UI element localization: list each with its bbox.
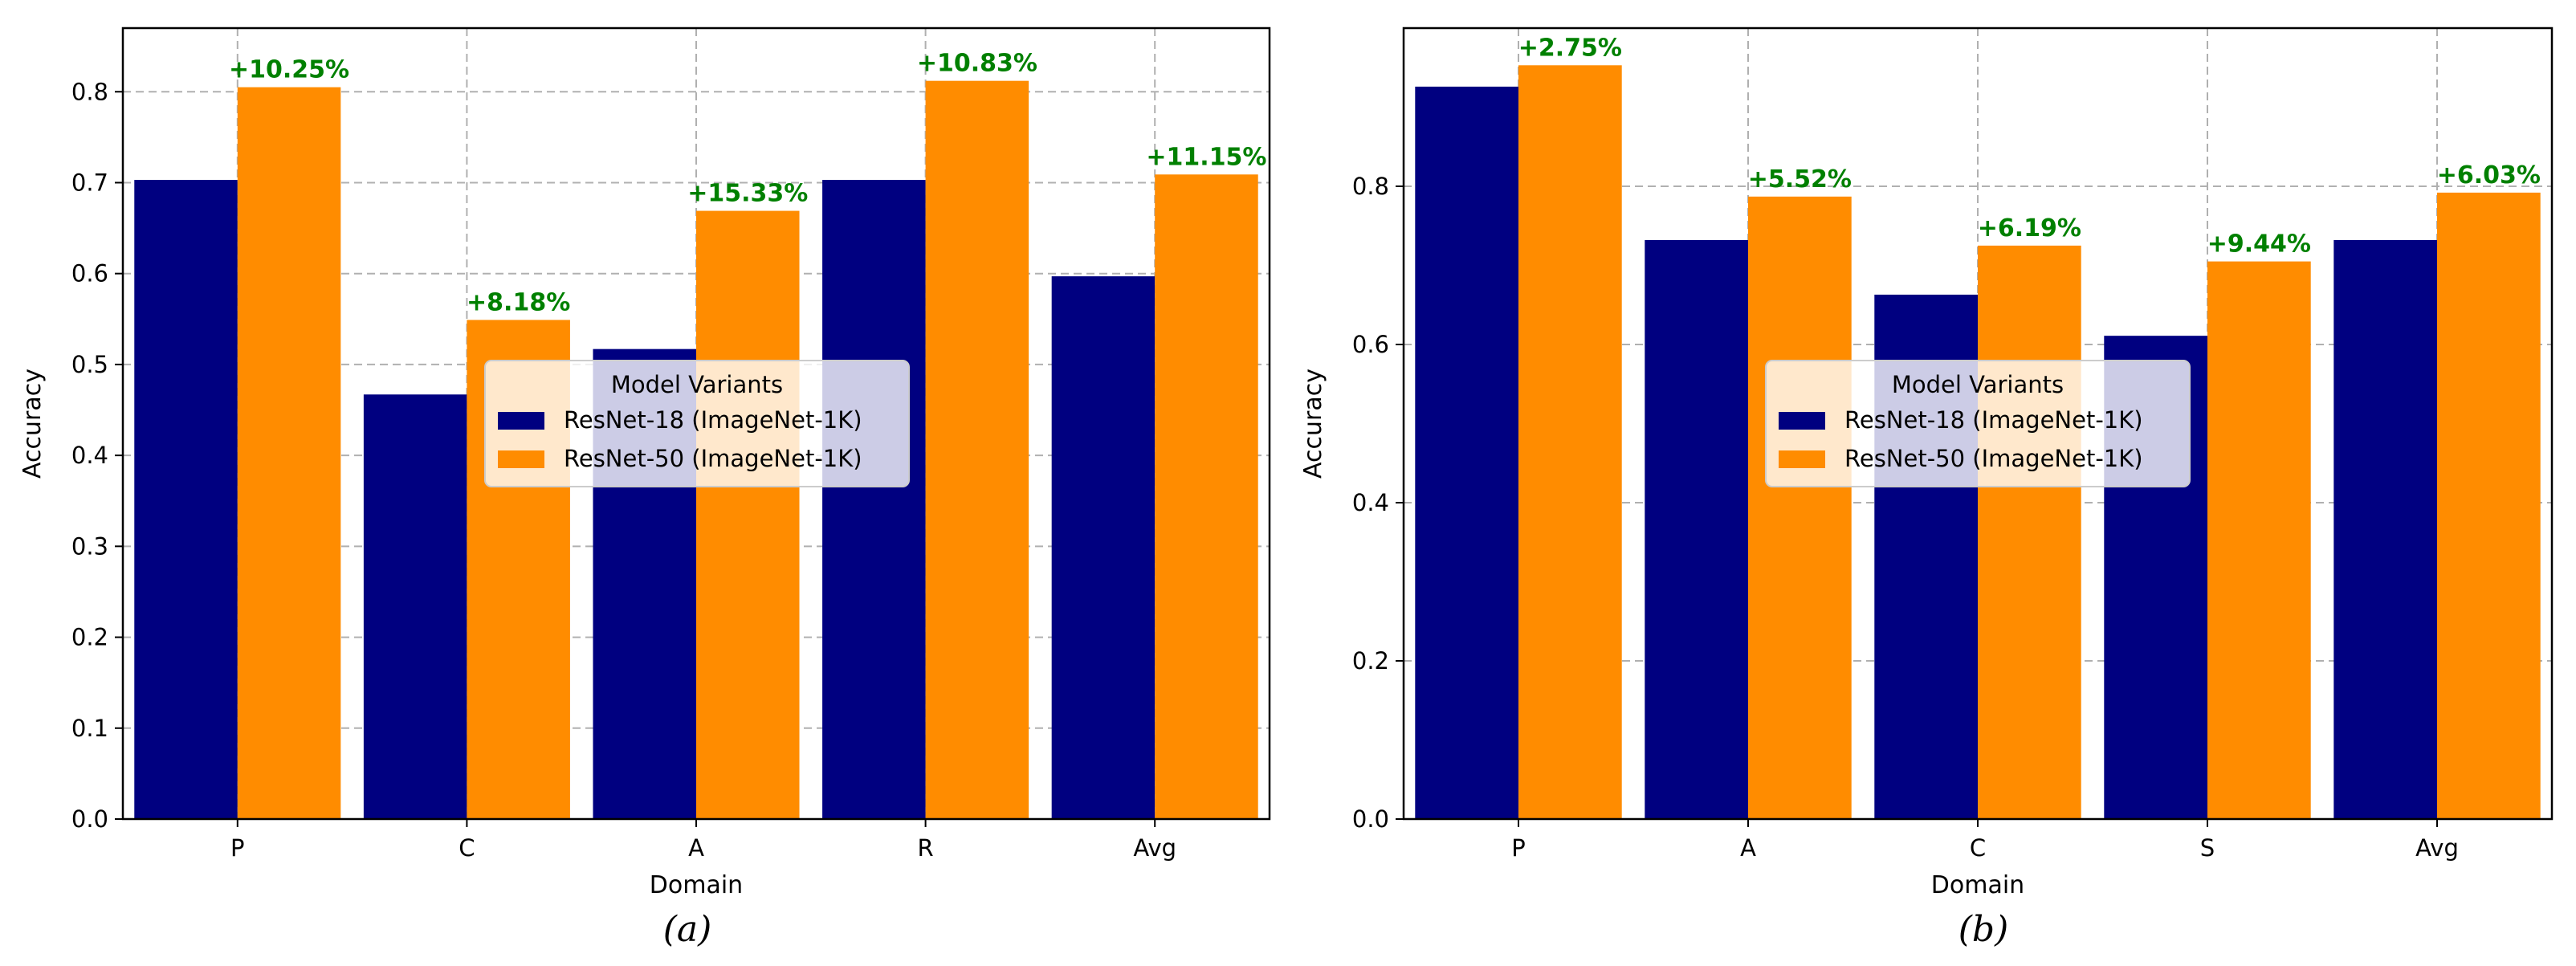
legend-box [484,360,910,487]
legend-label-resnet18: ResNet-18 (ImageNet-1K) [1844,406,2143,434]
legend-swatch-resnet18 [498,412,544,430]
y-tick-label: 0.6 [1352,331,1389,358]
bar-resnet50-r [925,80,1029,819]
panel-caption: (b) [1958,909,2009,950]
legend-title: Model Variants [611,371,783,398]
y-tick-label: 0.6 [71,260,108,287]
x-tick-label: C [1970,834,1986,862]
bar-resnet50-a [696,210,800,819]
bar-resnet50-a [1748,196,1852,819]
x-tick-label: A [688,834,704,862]
y-tick-label: 0.5 [71,351,108,378]
bar-resnet50-p [1518,65,1622,820]
x-tick-label: P [1511,834,1526,862]
improvement-label: +8.18% [467,288,570,316]
y-axis-label: Accuracy [1299,369,1327,479]
x-axis-label: Domain [650,871,743,899]
bar-resnet50-p [237,87,341,819]
bar-resnet50-s [2207,261,2311,819]
y-tick-label: 0.1 [71,715,108,742]
legend: Model Variants ResNet-18 (ImageNet-1K) Res… [1765,360,2191,487]
improvement-label: +9.44% [2207,230,2311,259]
improvement-label: +6.19% [1978,214,2081,243]
panel-caption: (a) [663,909,712,950]
legend-label-resnet50: ResNet-50 (ImageNet-1K) [564,445,862,472]
improvement-label: +10.25% [229,56,349,84]
bar-resnet18-p [134,180,238,819]
legend-box [1765,360,2191,487]
legend-label-resnet50: ResNet-50 (ImageNet-1K) [1844,445,2143,472]
improvement-label: +15.33% [687,180,808,208]
y-tick-label: 0.0 [71,805,108,833]
bar-resnet50-c [1978,245,2081,819]
x-tick-label: P [230,834,245,862]
bar-resnet18-r [822,180,926,819]
x-tick-label: S [2200,834,2215,862]
bar-resnet18-c [363,394,467,819]
y-tick-label: 0.7 [71,169,108,196]
x-tick-label: Avg [1133,834,1176,862]
y-tick-label: 0.2 [1352,647,1389,675]
bar-resnet50-avg [2437,192,2541,819]
chart-panel-a: 0.0 0.1 0.2 0.3 0.4 0.5 0.6 0.7 0.8 +10.25% +8.18%… [18,26,1271,950]
improvement-label: +10.83% [917,50,1037,78]
y-tick-label: 0.2 [71,624,108,651]
y-tick-label: 0.8 [71,78,108,105]
plot-frame [1402,26,2554,821]
legend: Model Variants ResNet-18 (ImageNet-1K) Res… [484,360,910,487]
y-axis-label: Accuracy [18,369,47,479]
legend-title: Model Variants [1892,371,2064,398]
chart-panel-b: 0.0 0.2 0.4 0.6 0.8 +2.75% +5.52% +6.19% +9.44% +… [1299,26,2554,950]
bar-resnet18-a [1645,239,1748,820]
x-tick-label: Avg [2415,834,2459,862]
legend-swatch-resnet50 [498,450,544,468]
legend-swatch-resnet18 [1779,412,1825,430]
plot-frame [121,26,1271,821]
improvement-label: +11.15% [1146,143,1266,171]
bar-resnet50-avg [1155,174,1258,819]
x-tick-label: R [918,834,934,862]
y-tick-label: 0.0 [1352,805,1389,833]
x-tick-label: A [1740,834,1756,862]
bar-resnet18-avg [1051,276,1156,820]
y-tick-label: 0.8 [1352,173,1389,200]
legend-label-resnet18: ResNet-18 (ImageNet-1K) [564,406,862,434]
bar-resnet18-p [1415,86,1518,819]
y-tick-label: 0.4 [1352,489,1389,516]
y-tick-label: 0.4 [71,442,108,469]
improvement-label: +2.75% [1518,34,1622,62]
improvement-label: +6.03% [2437,161,2541,190]
x-tick-label: C [459,834,475,862]
x-axis-label: Domain [1931,871,2024,899]
improvement-label: +5.52% [1748,165,1852,194]
legend-swatch-resnet50 [1779,450,1825,468]
bar-resnet18-avg [2333,239,2437,820]
y-tick-label: 0.3 [71,532,108,560]
